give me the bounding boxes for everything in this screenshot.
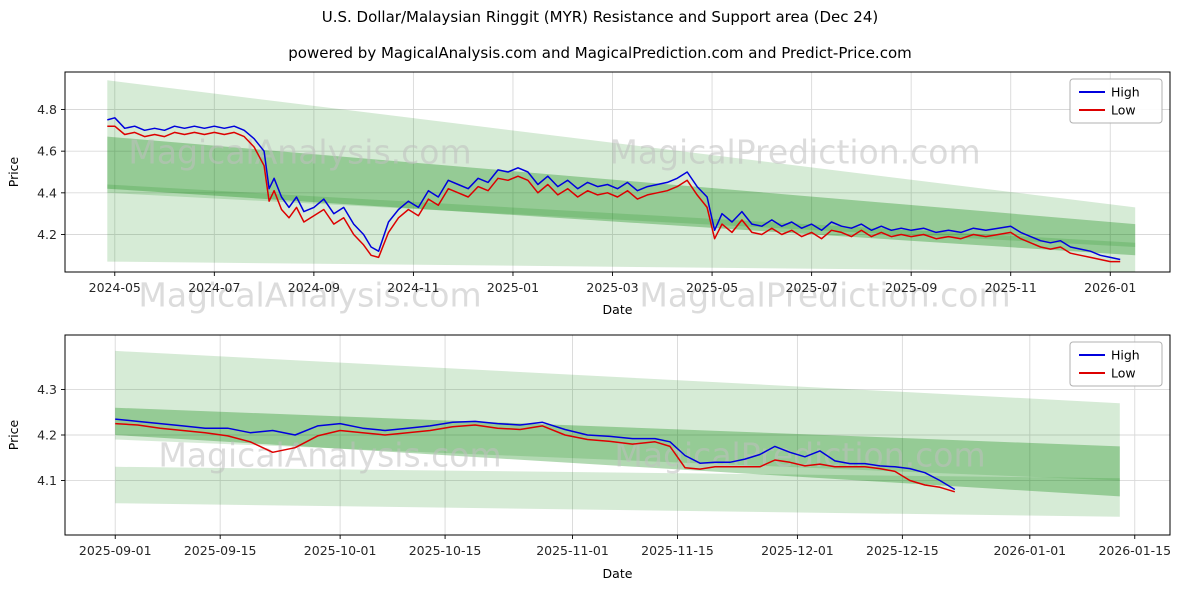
x-tick-label: 2025-12-15 <box>866 543 939 558</box>
legend-low-label: Low <box>1111 366 1136 381</box>
legend-box <box>1069 78 1163 124</box>
legend: High Low <box>1069 78 1163 124</box>
x-tick-label: 2026-01 <box>1084 280 1136 295</box>
legend-high-label: High <box>1111 85 1140 100</box>
figure-title: U.S. Dollar/Malaysian Ringgit (MYR) Resi… <box>321 8 879 26</box>
x-tick-label: 2025-10-15 <box>409 543 482 558</box>
x-tick-label: 2024-09 <box>288 280 340 295</box>
support-resistance-band <box>115 350 1120 481</box>
x-tick-label: 2025-07 <box>786 280 838 295</box>
watermark-text: MagicalPrediction.com <box>639 276 1010 315</box>
x-axis-label: Date <box>603 566 633 581</box>
x-tick-label: 2025-01 <box>487 280 539 295</box>
x-tick-label: 2025-10-01 <box>304 543 377 558</box>
high-line <box>115 418 956 491</box>
support-resistance-band <box>107 184 1136 272</box>
y-tick-label: 4.8 <box>37 102 57 117</box>
bottom-price-chart: MagicalAnalysis.com MagicalPrediction.com… <box>6 334 1171 581</box>
y-axis-label: Price <box>6 419 21 450</box>
plot-border <box>64 71 1171 273</box>
x-tick-label: 2024-05 <box>89 280 141 295</box>
y-tick-label: 4.6 <box>37 144 57 159</box>
legend-low-label: Low <box>1111 103 1136 118</box>
legend-box <box>1069 341 1163 387</box>
x-tick-label: 2025-12-01 <box>761 543 834 558</box>
watermark-text: MagicalPrediction.com <box>609 133 980 172</box>
high-line <box>107 117 1121 261</box>
x-tick-label: 2025-11-01 <box>536 543 609 558</box>
x-tick-label: 2025-09 <box>885 280 937 295</box>
x-tick-label: 2025-11-15 <box>641 543 714 558</box>
support-resistance-band <box>115 466 1120 517</box>
x-tick-label: 2024-07 <box>188 280 240 295</box>
y-tick-label: 4.1 <box>37 473 57 488</box>
support-resistance-band <box>107 80 1136 247</box>
y-axis-label: Price <box>6 156 21 187</box>
figure-subtitle: powered by MagicalAnalysis.com and Magic… <box>288 44 912 62</box>
x-tick-label: 2025-09-01 <box>79 543 152 558</box>
top-price-chart: MagicalAnalysis.com MagicalPrediction.com… <box>6 71 1171 317</box>
watermark-text: MagicalAnalysis.com <box>138 276 481 315</box>
x-tick-label: 2025-11 <box>985 280 1037 295</box>
support-resistance-band <box>115 407 1120 497</box>
y-tick-label: 4.2 <box>37 428 57 443</box>
support-resistance-band <box>107 136 1136 256</box>
x-tick-label: 2024-11 <box>387 280 439 295</box>
legend-high-label: High <box>1111 348 1140 363</box>
x-tick-label: 2026-01-01 <box>993 543 1066 558</box>
x-tick-label: 2026-01-15 <box>1098 543 1171 558</box>
low-line <box>115 422 956 493</box>
x-axis-label: Date <box>603 302 633 317</box>
x-tick-label: 2025-09-15 <box>184 543 257 558</box>
x-tick-label: 2025-03 <box>586 280 638 295</box>
y-tick-label: 4.2 <box>37 227 57 242</box>
watermark-text: MagicalAnalysis.com <box>158 436 501 475</box>
legend: High Low <box>1069 341 1163 387</box>
x-tick-label: 2025-05 <box>686 280 738 295</box>
low-line <box>107 125 1121 263</box>
y-tick-label: 4.4 <box>37 185 57 200</box>
y-tick-label: 4.3 <box>37 382 57 397</box>
watermark-text: MagicalAnalysis.com <box>128 133 471 172</box>
